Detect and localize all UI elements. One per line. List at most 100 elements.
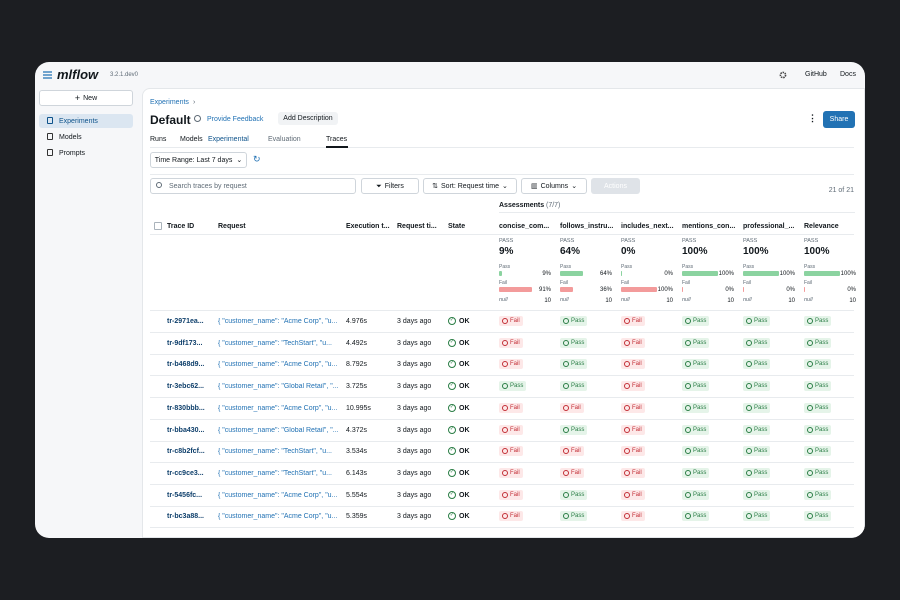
- pill-icon: [685, 469, 691, 476]
- columns-button[interactable]: ▥ Columns ⌄: [521, 178, 587, 194]
- pill-label: Pass: [754, 469, 768, 476]
- assessment-pill: Pass: [682, 489, 710, 500]
- result-count: 21 of 21: [828, 187, 854, 194]
- summary-label: Pass: [804, 264, 816, 270]
- sidebar-item[interactable]: Experiments: [59, 118, 98, 125]
- settings-icon[interactable]: [779, 71, 787, 79]
- pill-label: Fail: [510, 361, 520, 368]
- sidebar-item[interactable]: Models: [59, 134, 82, 141]
- nav-link[interactable]: Docs: [840, 71, 856, 78]
- row-divider: [150, 375, 854, 377]
- pill-icon: [807, 339, 813, 346]
- trace-id[interactable]: tr-c8b2fcf...: [167, 448, 205, 456]
- trace-id[interactable]: tr-cc9ce3...: [167, 469, 204, 477]
- request-preview[interactable]: { "customer_name": "TechStart", "u...: [218, 469, 332, 477]
- pill-icon: [685, 426, 691, 433]
- request-preview[interactable]: { "customer_name": "Acme Corp", "u...: [218, 513, 338, 521]
- request-preview[interactable]: { "customer_name": "TechStart", "u...: [218, 448, 332, 456]
- filters-button[interactable]: ⏷ Filters: [361, 178, 419, 194]
- trace-id[interactable]: tr-5456fc...: [167, 491, 203, 499]
- tab[interactable]: Models: [180, 136, 203, 143]
- execution-time: 8.792s: [346, 361, 368, 369]
- tab[interactable]: Traces: [326, 136, 348, 143]
- trace-id[interactable]: tr-9df173...: [167, 339, 203, 347]
- execution-time: 6.143s: [346, 469, 368, 477]
- trace-id[interactable]: tr-3ebc62...: [167, 383, 204, 391]
- summary-value: 91%: [538, 287, 551, 293]
- button-label: Columns: [540, 182, 569, 190]
- trace-id[interactable]: tr-830bbb...: [167, 404, 205, 412]
- pill-label: Pass: [754, 404, 768, 411]
- summary-value: 0%: [725, 287, 734, 293]
- summary-value: 9%: [542, 271, 551, 277]
- select-all-checkbox[interactable]: [154, 222, 162, 230]
- trace-id[interactable]: tr-2971ea...: [167, 318, 204, 325]
- logo[interactable]: mlflow: [57, 67, 99, 82]
- request-preview[interactable]: { "customer_name": "TechStart", "u...: [218, 339, 332, 347]
- tab[interactable]: Evaluation: [268, 136, 301, 143]
- icon: [47, 149, 53, 156]
- state-icon: ✓: [448, 382, 456, 391]
- time-range-button[interactable]: Time Range: Last 7 days ⌄: [150, 152, 247, 168]
- pill-label: Pass: [815, 469, 829, 476]
- version: 3.2.1.dev0: [110, 72, 139, 78]
- sidebar-item[interactable]: Prompts: [59, 150, 86, 157]
- assessment-pill: Fail: [499, 337, 523, 348]
- summary-value: 100%: [840, 271, 856, 277]
- feedback-link[interactable]: Provide Feedback: [207, 116, 264, 123]
- assessment-pill: Fail: [499, 446, 523, 457]
- request-time: 3 days ago: [397, 426, 432, 434]
- pill-icon: [624, 448, 630, 455]
- pill-label: Pass: [571, 491, 585, 498]
- column-header: follows_instru...: [560, 223, 614, 230]
- request-time: 3 days ago: [397, 383, 432, 391]
- summary-label: Pass: [743, 264, 755, 270]
- assessment-pill: Pass: [743, 359, 771, 370]
- sort-button[interactable]: ⇅ Sort: Request time ⌄: [423, 178, 517, 194]
- execution-time: 4.492s: [346, 339, 368, 347]
- summary-label: Pass: [560, 264, 572, 270]
- state: OK: [459, 426, 470, 434]
- trace-id[interactable]: tr-b468d9...: [167, 361, 205, 369]
- request-preview[interactable]: { "customer_name": "Acme Corp", "u...: [218, 404, 338, 412]
- pill-label: Pass: [815, 383, 829, 390]
- request-preview[interactable]: { "customer_name": "Acme Corp", "u...: [218, 491, 338, 499]
- add-description-button[interactable]: Add Description: [278, 112, 338, 125]
- assessment-pill: Pass: [804, 381, 832, 392]
- trace-id[interactable]: tr-bba430...: [167, 426, 205, 434]
- menu-icon[interactable]: [43, 71, 52, 79]
- pill-icon: [807, 448, 813, 455]
- assessment-pill: Pass: [560, 424, 588, 435]
- execution-time: 5.359s: [346, 513, 368, 521]
- assessment-pill: Fail: [560, 467, 584, 478]
- share-button[interactable]: Share: [823, 111, 855, 128]
- assessment-pill: Pass: [560, 381, 588, 392]
- tab[interactable]: Runs: [150, 136, 167, 143]
- request-time: 3 days ago: [397, 448, 432, 456]
- state: OK: [459, 469, 470, 477]
- row-divider: [150, 332, 854, 333]
- breadcrumb[interactable]: Experiments: [150, 99, 189, 106]
- request-preview[interactable]: { "customer_name": "Acme Corp", "u...: [218, 361, 338, 369]
- refresh-icon[interactable]: ↻: [253, 154, 261, 164]
- request-preview[interactable]: { "customer_name": "Acme Corp", "u...: [218, 318, 338, 325]
- kebab-menu[interactable]: ⋮: [808, 113, 817, 123]
- assessment-pill: Pass: [682, 359, 710, 370]
- summary-value: 0%: [786, 287, 795, 293]
- search-box[interactable]: Search traces by request: [150, 178, 356, 194]
- info-icon[interactable]: [194, 115, 201, 122]
- trace-id[interactable]: tr-bc3a88...: [167, 513, 204, 521]
- pill-label: Pass: [754, 361, 768, 368]
- pill-icon: [807, 513, 813, 520]
- summary-bar: [743, 287, 744, 292]
- summary-value: 36%: [599, 287, 612, 293]
- state-icon: ✓: [448, 425, 456, 434]
- request-preview[interactable]: { "customer_name": "Global Retail", "...: [218, 426, 339, 434]
- request-preview[interactable]: { "customer_name": "Global Retail", "...: [218, 383, 339, 391]
- new-button[interactable]: + New: [39, 90, 133, 106]
- nav-link[interactable]: GitHub: [805, 71, 827, 78]
- pill-icon: [563, 426, 569, 433]
- pill-icon: [746, 383, 752, 390]
- column-header: Relevance: [804, 223, 839, 230]
